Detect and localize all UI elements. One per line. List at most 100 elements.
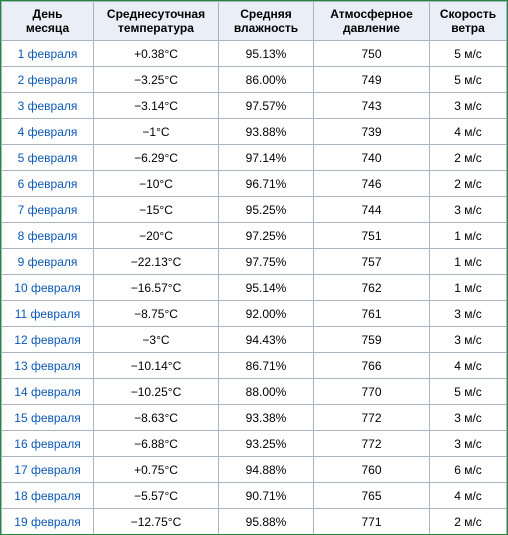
- day-link[interactable]: 11 февраля: [1, 300, 94, 327]
- table-row: 4 февраля −1°C 93.88% 739 4 м/с: [1, 118, 507, 145]
- day-link[interactable]: 8 февраля: [1, 222, 94, 249]
- header-humidity: Средняя влажность: [218, 1, 314, 41]
- wind-cell: 3 м/с: [429, 404, 507, 431]
- pressure-cell: 749: [313, 66, 430, 93]
- table-row: 16 февраля −6.88°C 93.25% 772 3 м/с: [1, 430, 507, 457]
- pressure-cell: 740: [313, 144, 430, 171]
- day-link[interactable]: 16 февраля: [1, 430, 94, 457]
- humidity-cell: 95.13%: [218, 40, 314, 67]
- day-link[interactable]: 12 февраля: [1, 326, 94, 353]
- temperature-cell: −20°C: [93, 222, 219, 249]
- temperature-cell: −6.88°C: [93, 430, 219, 457]
- humidity-cell: 94.43%: [218, 326, 314, 353]
- temperature-cell: −12.75°C: [93, 508, 219, 534]
- table-row: 7 февраля −15°C 95.25% 744 3 м/с: [1, 196, 507, 223]
- day-link[interactable]: 9 февраля: [1, 248, 94, 275]
- table-row: 15 февраля −8.63°C 93.38% 772 3 м/с: [1, 404, 507, 431]
- table-row: 13 февраля −10.14°C 86.71% 766 4 м/с: [1, 352, 507, 379]
- pressure-cell: 761: [313, 300, 430, 327]
- pressure-cell: 744: [313, 196, 430, 223]
- pressure-cell: 743: [313, 92, 430, 119]
- temperature-cell: +0.75°C: [93, 456, 219, 483]
- wind-cell: 5 м/с: [429, 66, 507, 93]
- temperature-cell: −16.57°C: [93, 274, 219, 301]
- table-row: 17 февраля +0.75°C 94.88% 760 6 м/с: [1, 456, 507, 483]
- wind-cell: 4 м/с: [429, 352, 507, 379]
- wind-cell: 3 м/с: [429, 430, 507, 457]
- day-link[interactable]: 18 февраля: [1, 482, 94, 509]
- day-link[interactable]: 10 февраля: [1, 274, 94, 301]
- day-link[interactable]: 4 февраля: [1, 118, 94, 145]
- wind-cell: 5 м/с: [429, 378, 507, 405]
- wind-cell: 1 м/с: [429, 274, 507, 301]
- table-row: 10 февраля −16.57°C 95.14% 762 1 м/с: [1, 274, 507, 301]
- humidity-cell: 94.88%: [218, 456, 314, 483]
- day-link[interactable]: 14 февраля: [1, 378, 94, 405]
- table-row: 2 февраля −3.25°C 86.00% 749 5 м/с: [1, 66, 507, 93]
- day-link[interactable]: 7 февраля: [1, 196, 94, 223]
- wind-cell: 3 м/с: [429, 300, 507, 327]
- table-row: 18 февраля −5.57°C 90.71% 765 4 м/с: [1, 482, 507, 509]
- table-row: 12 февраля −3°C 94.43% 759 3 м/с: [1, 326, 507, 353]
- wind-cell: 6 м/с: [429, 456, 507, 483]
- temperature-cell: −5.57°C: [93, 482, 219, 509]
- table-row: 9 февраля −22.13°C 97.75% 757 1 м/с: [1, 248, 507, 275]
- temperature-cell: −10°C: [93, 170, 219, 197]
- day-link[interactable]: 6 февраля: [1, 170, 94, 197]
- table-row: 1 февраля +0.38°C 95.13% 750 5 м/с: [1, 40, 507, 67]
- table-row: 5 февраля −6.29°C 97.14% 740 2 м/с: [1, 144, 507, 171]
- humidity-cell: 93.88%: [218, 118, 314, 145]
- temperature-cell: −22.13°C: [93, 248, 219, 275]
- temperature-cell: −3°C: [93, 326, 219, 353]
- temperature-cell: −15°C: [93, 196, 219, 223]
- day-link[interactable]: 5 февраля: [1, 144, 94, 171]
- wind-cell: 2 м/с: [429, 170, 507, 197]
- wind-cell: 4 м/с: [429, 482, 507, 509]
- temperature-cell: −8.63°C: [93, 404, 219, 431]
- wind-cell: 1 м/с: [429, 248, 507, 275]
- table-row: 6 февраля −10°C 96.71% 746 2 м/с: [1, 170, 507, 197]
- day-link[interactable]: 17 февраля: [1, 456, 94, 483]
- pressure-cell: 770: [313, 378, 430, 405]
- wind-cell: 3 м/с: [429, 326, 507, 353]
- temperature-cell: −8.75°C: [93, 300, 219, 327]
- header-wind: Скорость ветра: [429, 1, 507, 41]
- wind-cell: 3 м/с: [429, 196, 507, 223]
- humidity-cell: 92.00%: [218, 300, 314, 327]
- pressure-cell: 751: [313, 222, 430, 249]
- table-row: 8 февраля −20°C 97.25% 751 1 м/с: [1, 222, 507, 249]
- pressure-cell: 759: [313, 326, 430, 353]
- table-row: 3 февраля −3.14°C 97.57% 743 3 м/с: [1, 92, 507, 119]
- humidity-cell: 96.71%: [218, 170, 314, 197]
- day-link[interactable]: 1 февраля: [1, 40, 94, 67]
- table-header-row: День месяца Среднесуточная температура С…: [1, 1, 507, 41]
- wind-cell: 5 м/с: [429, 40, 507, 67]
- day-link[interactable]: 19 февраля: [1, 508, 94, 534]
- humidity-cell: 86.71%: [218, 352, 314, 379]
- temperature-cell: −3.25°C: [93, 66, 219, 93]
- table-row: 14 февраля −10.25°C 88.00% 770 5 м/с: [1, 378, 507, 405]
- humidity-cell: 95.25%: [218, 196, 314, 223]
- wind-cell: 2 м/с: [429, 144, 507, 171]
- table-row: 11 февраля −8.75°C 92.00% 761 3 м/с: [1, 300, 507, 327]
- day-link[interactable]: 3 февраля: [1, 92, 94, 119]
- humidity-cell: 95.14%: [218, 274, 314, 301]
- humidity-cell: 93.25%: [218, 430, 314, 457]
- day-link[interactable]: 15 февраля: [1, 404, 94, 431]
- day-link[interactable]: 2 февраля: [1, 66, 94, 93]
- header-pressure: Атмосферное давление: [313, 1, 430, 41]
- pressure-cell: 750: [313, 40, 430, 67]
- humidity-cell: 97.25%: [218, 222, 314, 249]
- temperature-cell: −3.14°C: [93, 92, 219, 119]
- temperature-cell: +0.38°C: [93, 40, 219, 67]
- day-link[interactable]: 13 февраля: [1, 352, 94, 379]
- temperature-cell: −10.14°C: [93, 352, 219, 379]
- header-day: День месяца: [1, 1, 94, 41]
- wind-cell: 3 м/с: [429, 92, 507, 119]
- humidity-cell: 97.57%: [218, 92, 314, 119]
- humidity-cell: 86.00%: [218, 66, 314, 93]
- wind-cell: 4 м/с: [429, 118, 507, 145]
- pressure-cell: 762: [313, 274, 430, 301]
